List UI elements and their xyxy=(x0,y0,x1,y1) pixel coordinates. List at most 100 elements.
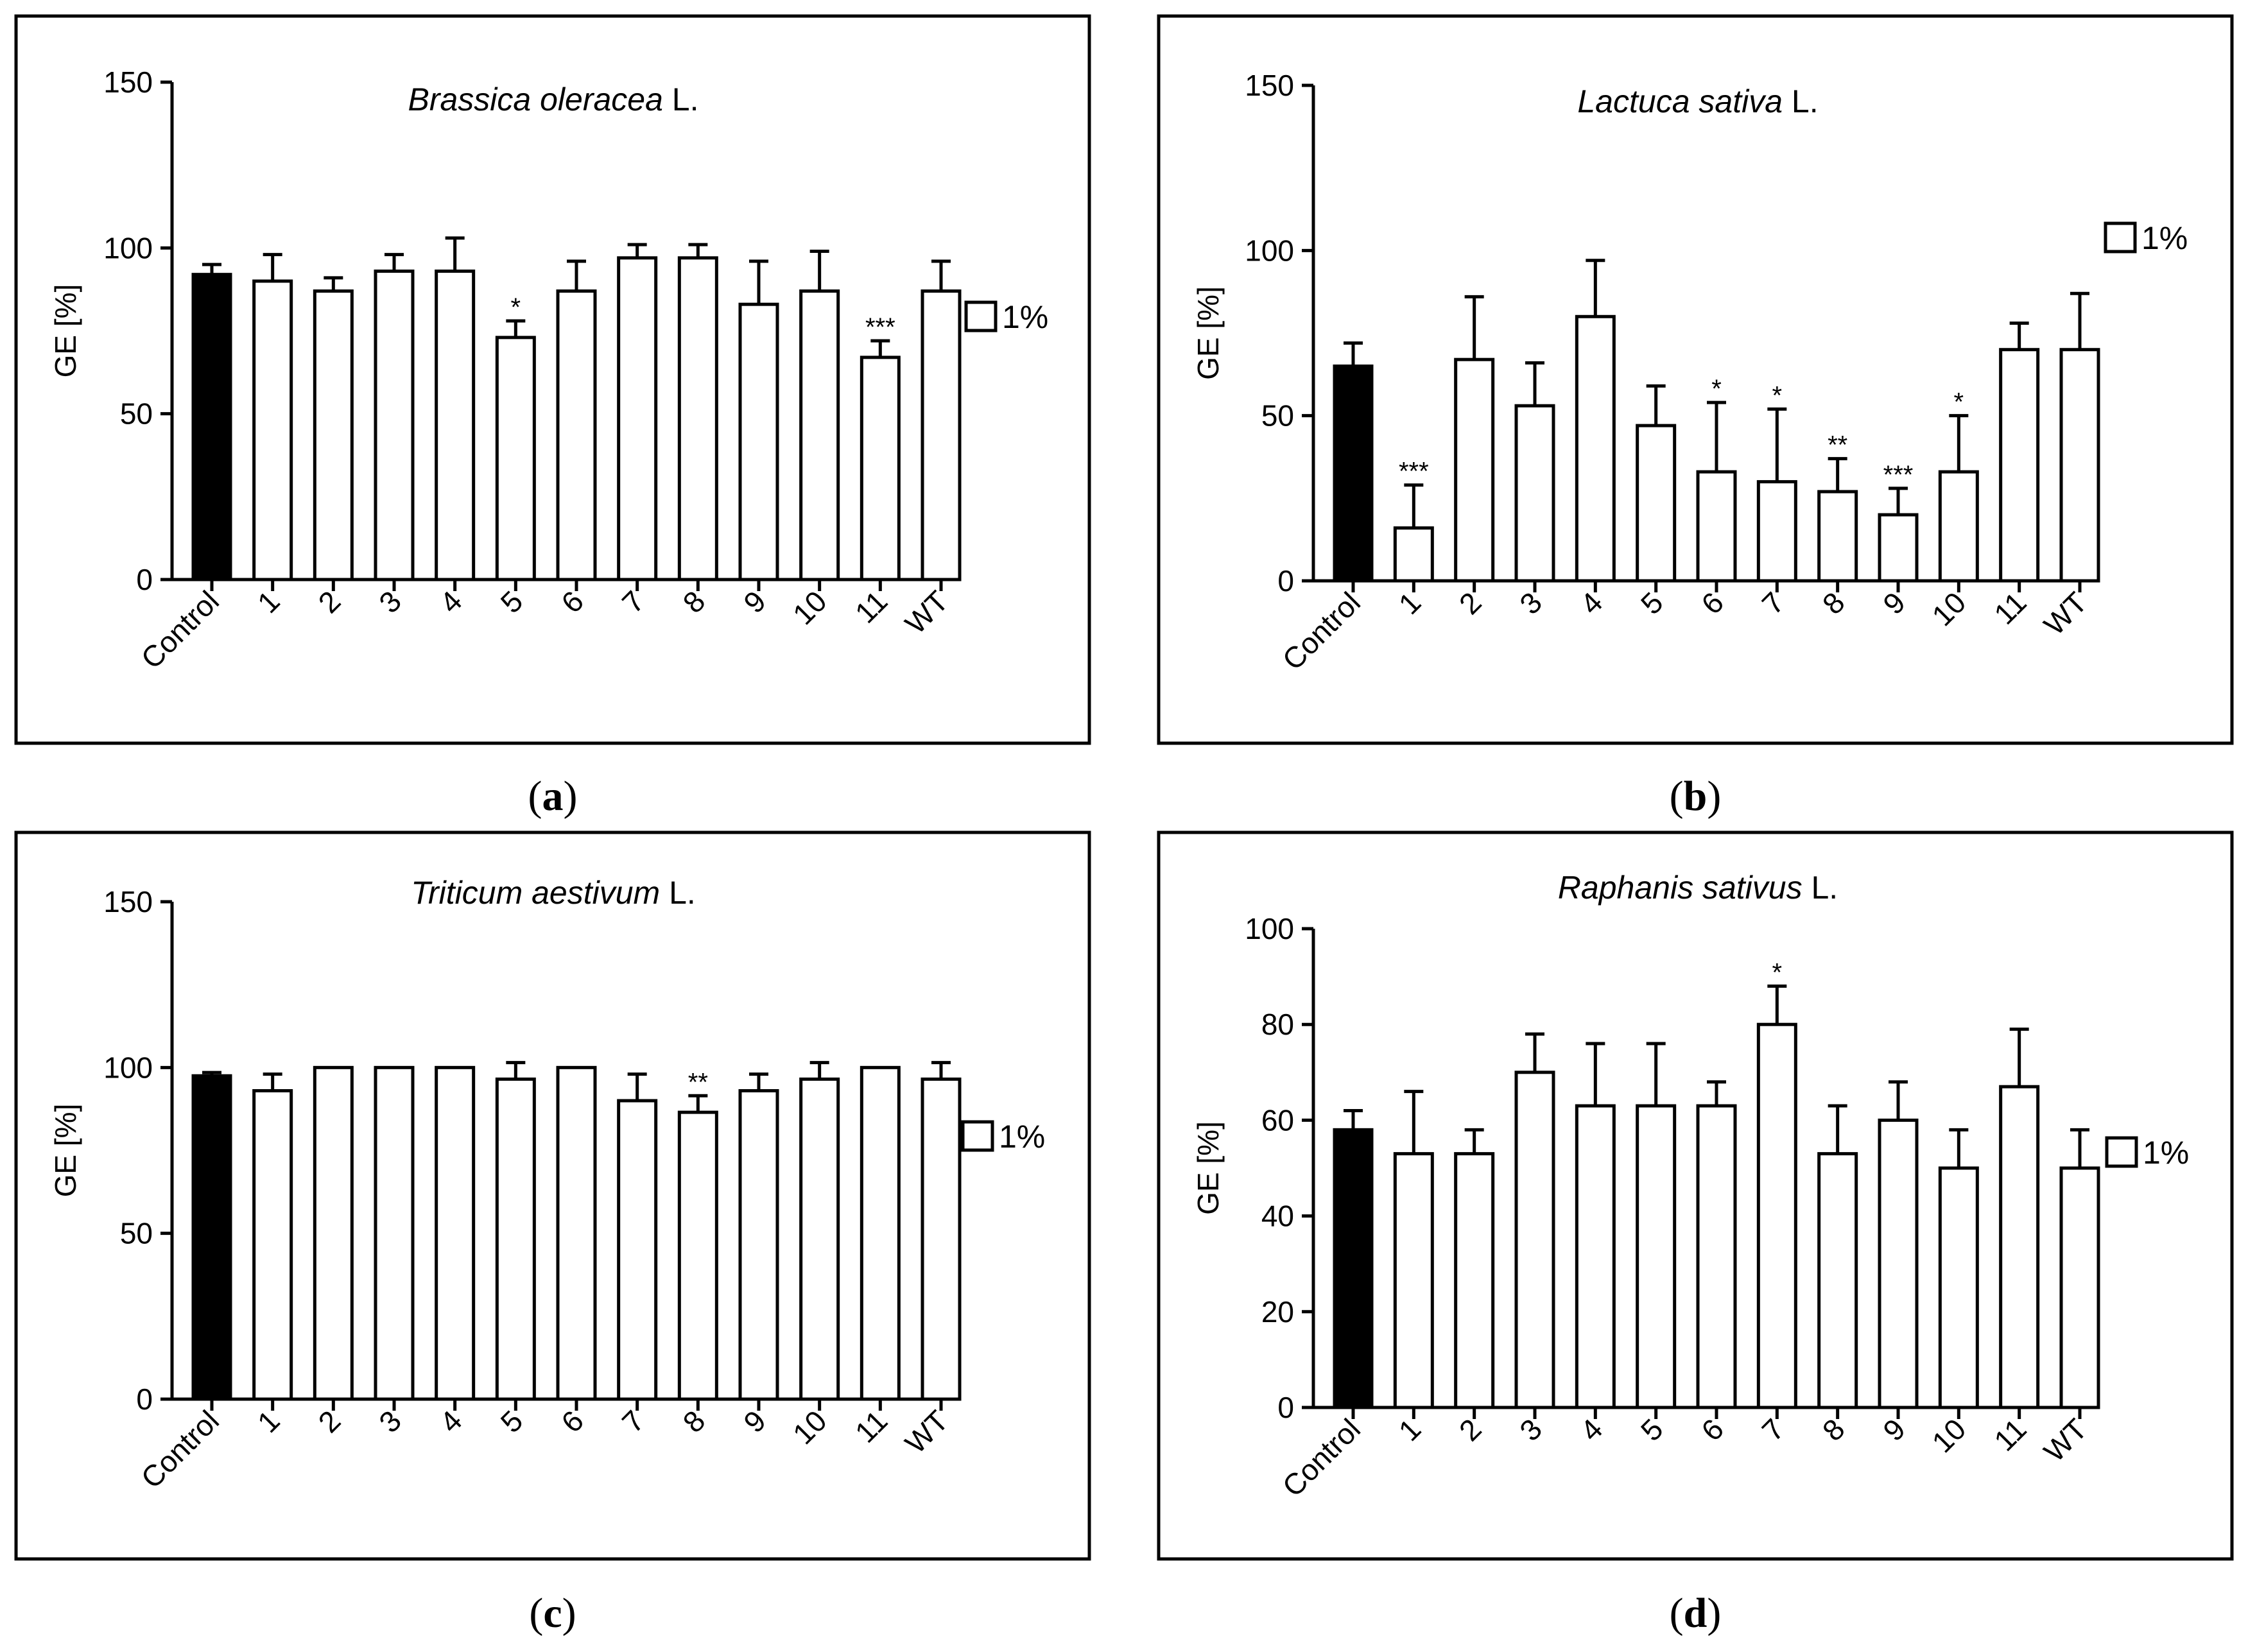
bar-7 xyxy=(1756,480,1797,583)
panel-d-frame xyxy=(1157,830,2234,1561)
x-tick-label: 9 xyxy=(1876,1412,1912,1447)
legend-swatch xyxy=(964,300,998,332)
bar-WT xyxy=(2059,1166,2100,1409)
x-tick-label: WT xyxy=(2037,585,2093,641)
panel-d: Raphanis sativus L. GE [%] 0 20 40 60 80 100 Con… xyxy=(1157,830,2234,1637)
y-axis-label: GE [%] xyxy=(1191,286,1225,380)
chart-title-species: Triticum aestivum xyxy=(411,875,660,911)
x-tick-label: 3 xyxy=(1513,585,1548,621)
error-bar-4 xyxy=(1586,259,1605,317)
error-bar-3 xyxy=(1525,361,1544,406)
error-bar-10 xyxy=(809,1061,829,1080)
chart-title-suffix: L. xyxy=(1783,83,1819,119)
bar-2 xyxy=(313,1065,354,1401)
bar-2 xyxy=(1454,357,1495,583)
legend-label: 1% xyxy=(2143,1135,2189,1171)
bar-10 xyxy=(799,289,840,581)
error-bar-6 xyxy=(567,259,586,291)
error-bar-WT xyxy=(931,259,951,291)
error-bar-WT xyxy=(2070,1128,2089,1168)
x-tick-label: 10 xyxy=(1925,585,1972,632)
error-bar-8 xyxy=(688,243,708,258)
y-tick-label: 50 xyxy=(120,397,153,431)
y-tick-label: 50 xyxy=(1261,399,1294,433)
chart-b: Lactuca sativa L. GE [%] 0 50 100 150 Control 1… xyxy=(1191,69,2188,676)
x-tick-label: 7 xyxy=(616,584,651,619)
significance-marker: ** xyxy=(688,1068,708,1096)
chart-title-suffix: L. xyxy=(660,875,696,911)
bar-7 xyxy=(617,256,658,581)
significance-marker: * xyxy=(1772,381,1783,409)
x-tick-label: 8 xyxy=(1816,585,1851,621)
chart-title-species: Lactuca sativa xyxy=(1577,83,1783,119)
bar-WT xyxy=(2059,348,2100,583)
y-tick-label: 100 xyxy=(1245,912,1294,945)
legend-label: 1% xyxy=(2141,220,2188,256)
chart-title: Lactuca sativa L. xyxy=(1577,83,1818,119)
y-tick-label: 0 xyxy=(136,563,153,596)
panel-d-caption: (d) xyxy=(1670,1590,1722,1637)
error-bar-Control xyxy=(1344,341,1363,366)
x-tick-label: 8 xyxy=(677,1404,712,1439)
bar-3 xyxy=(374,270,415,581)
error-bar-7 xyxy=(627,1072,647,1101)
x-tick-label: WT xyxy=(899,1404,955,1459)
chart-title-suffix: L. xyxy=(663,82,699,117)
x-tick-label: 7 xyxy=(1756,585,1791,621)
error-bar-8 xyxy=(688,1094,708,1113)
error-bar-5 xyxy=(506,319,526,338)
x-tick-label: WT xyxy=(2037,1412,2093,1468)
bar-1 xyxy=(1393,526,1434,583)
x-tick-label: 9 xyxy=(737,584,772,619)
error-bar-1 xyxy=(263,253,282,281)
significance-marker: ** xyxy=(1828,431,1847,460)
x-tick-label: 7 xyxy=(616,1404,651,1439)
x-tick-label: WT xyxy=(899,584,955,640)
y-tick-label: 60 xyxy=(1261,1103,1294,1137)
significance-marker: *** xyxy=(1883,461,1914,489)
y-axis-label: GE [%] xyxy=(49,284,82,378)
legend-label: 1% xyxy=(1002,299,1048,335)
x-tick-label: 4 xyxy=(433,584,469,619)
x-tick-label: 1 xyxy=(1392,585,1428,621)
bar-Control xyxy=(191,1074,232,1401)
panel-a: Brassica oleracea L. GE [%] 0 50 100 150 Contr… xyxy=(14,14,1091,820)
error-bar-2 xyxy=(1464,1128,1484,1154)
bar-10 xyxy=(1938,470,1979,583)
panel-b: Lactuca sativa L. GE [%] 0 50 100 150 Control 1… xyxy=(1157,14,2234,820)
y-axis-label: GE [%] xyxy=(49,1104,82,1198)
bar-5 xyxy=(495,1077,536,1401)
chart-c: Triticum aestivum L. GE [%] 0 50 100 150 Contr… xyxy=(49,875,1045,1495)
x-tick-label: 7 xyxy=(1756,1412,1791,1447)
legend-swatch xyxy=(2105,1136,2138,1168)
x-tick-label: 3 xyxy=(372,584,408,619)
significance-marker: * xyxy=(1711,375,1722,403)
y-tick-label: 150 xyxy=(103,65,153,99)
panel-c: Triticum aestivum L. GE [%] 0 50 100 150 Contr… xyxy=(14,830,1091,1637)
panel-b-caption: (b) xyxy=(1670,773,1722,820)
x-tick-label: 6 xyxy=(555,584,590,619)
error-bar-1 xyxy=(1404,483,1424,528)
error-bar-11 xyxy=(870,339,890,357)
significance-marker: *** xyxy=(1399,458,1429,486)
x-tick-label: 2 xyxy=(312,1404,347,1439)
x-tick-label: 9 xyxy=(737,1404,772,1439)
x-tick-label: 1 xyxy=(251,584,286,619)
x-tick-label: 3 xyxy=(1513,1412,1548,1447)
legend-swatch xyxy=(961,1120,994,1152)
x-tick-label: Control xyxy=(1275,585,1367,676)
bar-2 xyxy=(1454,1152,1495,1409)
bar-1 xyxy=(1393,1152,1434,1409)
error-bar-7 xyxy=(627,243,647,258)
bar-6 xyxy=(1696,1104,1737,1409)
x-tick-label: 3 xyxy=(372,1404,408,1439)
panel-a-frame xyxy=(14,14,1091,745)
x-tick-label: 5 xyxy=(1634,1412,1670,1447)
x-tick-label: 6 xyxy=(1695,1412,1730,1447)
error-bar-2 xyxy=(324,276,343,291)
x-tick-label: 4 xyxy=(1574,585,1609,621)
x-tick-label: 2 xyxy=(1453,585,1488,621)
bar-1 xyxy=(252,279,293,581)
x-tick-label: 11 xyxy=(849,584,894,630)
